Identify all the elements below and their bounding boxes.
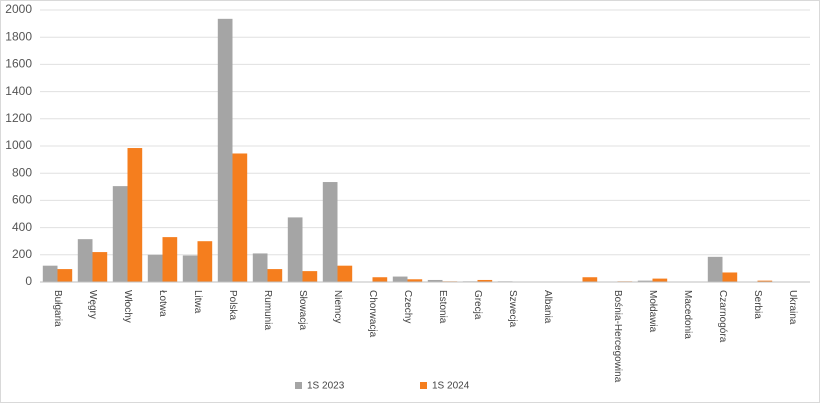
bar xyxy=(42,265,58,282)
y-tick-label: 1400 xyxy=(5,84,32,98)
y-tick-label: 400 xyxy=(12,220,32,234)
bar xyxy=(182,255,198,282)
x-tick-label: Słowacja xyxy=(297,290,308,330)
bar xyxy=(372,277,388,282)
x-tick-label: Rumunia xyxy=(262,290,273,330)
bar xyxy=(477,279,493,282)
bar xyxy=(427,279,443,282)
y-tick-label: 1200 xyxy=(5,111,32,125)
x-tick-label: Bośnia-Hercegowina xyxy=(612,290,623,383)
bar xyxy=(92,252,108,282)
y-tick-label: 2000 xyxy=(5,2,32,16)
bar xyxy=(147,254,163,282)
x-tick-label: Łotwa xyxy=(157,290,168,317)
x-tick-label: Estonia xyxy=(437,290,448,324)
x-tick-label: Ukraina xyxy=(787,290,798,325)
bar xyxy=(197,241,213,282)
y-tick-label: 1600 xyxy=(5,57,32,71)
bar xyxy=(302,271,318,282)
x-tick-label: Czarnogóra xyxy=(717,290,728,343)
bar xyxy=(722,272,738,282)
bar xyxy=(707,256,723,282)
x-tick-label: Niemcy xyxy=(332,290,343,323)
x-tick-label: Czechy xyxy=(402,290,413,323)
legend-swatch xyxy=(295,382,302,389)
y-tick-label: 1000 xyxy=(5,138,32,152)
bar xyxy=(652,278,668,282)
x-tick-label: Albania xyxy=(542,290,553,324)
legend-label: 1S 2024 xyxy=(432,381,470,392)
x-tick-label: Grecja xyxy=(472,290,483,320)
y-tick-label: 0 xyxy=(25,274,32,288)
x-tick-label: Szwecja xyxy=(507,290,518,328)
bar xyxy=(637,280,653,282)
bar xyxy=(582,277,598,282)
bar xyxy=(322,182,338,282)
bar xyxy=(57,269,73,282)
bar xyxy=(757,280,773,282)
bar xyxy=(392,276,408,282)
bar xyxy=(232,153,248,282)
bar xyxy=(287,217,303,282)
bar xyxy=(337,265,353,282)
x-tick-label: Włochy xyxy=(122,290,133,323)
bar xyxy=(112,186,128,282)
x-tick-label: Macedonia xyxy=(682,290,693,339)
bar xyxy=(77,239,93,282)
y-tick-label: 1800 xyxy=(5,29,32,43)
x-tick-label: Bułgaria xyxy=(52,290,63,327)
x-tick-label: Węgry xyxy=(87,290,98,319)
bar xyxy=(127,148,143,282)
x-tick-label: Mołdawia xyxy=(647,290,658,333)
legend-label: 1S 2023 xyxy=(307,381,345,392)
x-tick-label: Litwa xyxy=(192,290,203,314)
x-tick-label: Serbia xyxy=(752,290,763,319)
bar xyxy=(252,253,268,282)
x-tick-label: Polska xyxy=(227,290,238,320)
bar xyxy=(407,279,423,282)
legend-swatch xyxy=(420,382,427,389)
bar xyxy=(267,269,283,282)
y-tick-label: 600 xyxy=(12,193,32,207)
bar xyxy=(162,237,178,282)
bar xyxy=(217,18,233,283)
y-tick-label: 200 xyxy=(12,247,32,261)
x-tick-label: Chorwacja xyxy=(367,290,378,338)
y-tick-label: 800 xyxy=(12,165,32,179)
